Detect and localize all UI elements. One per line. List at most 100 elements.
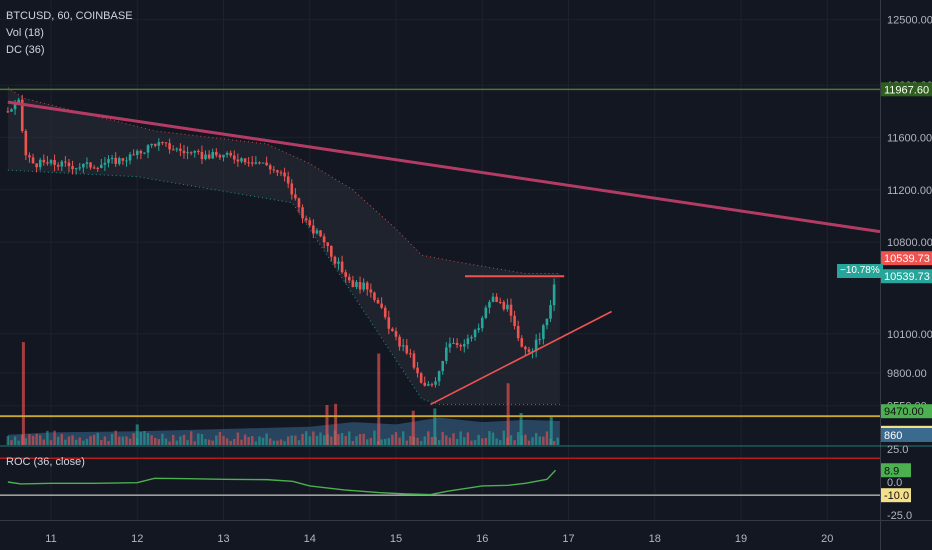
candle-body: [383, 307, 387, 318]
volume-bar: [128, 438, 132, 445]
volume-bar: [545, 431, 549, 445]
volume-spike-bar: [519, 413, 523, 445]
candle-body: [85, 162, 89, 164]
candle-body: [110, 157, 114, 160]
candle-body: [473, 329, 477, 338]
price-axis-tick: 9800.00: [887, 368, 927, 380]
candle-body: [17, 99, 20, 104]
candle-body: [488, 301, 491, 308]
candle-body: [380, 303, 383, 308]
volume-bar: [516, 432, 520, 445]
volume-bar: [488, 431, 491, 445]
candle-body: [135, 150, 139, 155]
volume-bar: [538, 436, 541, 445]
volume-bar: [384, 438, 387, 445]
volume-bar: [258, 436, 261, 445]
candle-body: [330, 245, 333, 257]
donchian-indicator-label[interactable]: DC (36): [6, 44, 45, 56]
candle-body: [67, 162, 71, 167]
price-axis-tick: 11600.00: [887, 132, 932, 144]
volume-bar: [484, 437, 488, 445]
volume-indicator-label[interactable]: Vol (18): [6, 27, 44, 39]
candle-body: [394, 331, 398, 337]
volume-spike-bar: [325, 405, 329, 445]
candle-body: [189, 152, 193, 154]
candle-body: [247, 162, 250, 164]
volume-bar: [448, 437, 452, 445]
candle-body: [430, 384, 434, 386]
time-axis-tick: 11: [45, 533, 56, 545]
candle-body: [265, 162, 268, 166]
candle-body: [157, 142, 161, 146]
candle-body: [344, 272, 347, 277]
volume-bar: [215, 435, 218, 445]
volume-bar: [60, 433, 63, 445]
price-tag-bg: [881, 428, 932, 442]
candle-body: [139, 150, 143, 154]
roc-indicator-label[interactable]: ROC (36, close): [6, 456, 85, 468]
volume-bar: [373, 430, 376, 445]
volume-bar: [132, 433, 135, 445]
volume-bar: [283, 441, 286, 445]
candle-body: [46, 162, 49, 164]
candle-body: [437, 371, 441, 382]
candle-body: [290, 183, 294, 195]
volume-bar: [391, 434, 394, 445]
volume-bar: [110, 433, 114, 445]
volume-bar: [261, 437, 265, 445]
volume-bar: [114, 430, 117, 445]
candle-body: [132, 154, 135, 156]
price-tag-label: 9470.00: [884, 406, 924, 418]
candle-body: [333, 256, 337, 264]
candle-body: [391, 328, 394, 332]
volume-bar: [534, 432, 538, 445]
volume-bar: [452, 433, 455, 445]
volume-bar: [175, 440, 178, 445]
candle-body: [175, 148, 179, 150]
candle-body: [197, 151, 200, 153]
volume-bar: [470, 440, 473, 445]
candle-body: [527, 349, 531, 352]
volume-bar: [251, 436, 254, 445]
candle-body: [243, 158, 247, 163]
candle-body: [200, 151, 204, 160]
candle-body: [13, 103, 17, 110]
volume-bar: [276, 440, 279, 445]
candle-body: [337, 261, 340, 264]
symbol-label[interactable]: BTCUSD, 60, COINBASE: [6, 10, 133, 22]
volume-bar: [355, 436, 358, 445]
volume-bar: [304, 431, 308, 445]
candle-body: [128, 154, 132, 161]
candle-body: [304, 218, 308, 221]
change-percent-tag: −10.78%: [837, 264, 883, 278]
volume-bar: [337, 434, 340, 445]
volume-bar: [46, 430, 49, 445]
candle-body: [161, 142, 164, 144]
candle-body: [524, 346, 527, 350]
candle-body: [179, 148, 182, 151]
candle-body: [513, 315, 516, 326]
candle-body: [315, 230, 319, 234]
candle-body: [218, 155, 222, 158]
candle-body: [294, 194, 297, 199]
time-axis-tick: 12: [131, 533, 143, 545]
volume-bar: [103, 436, 107, 445]
volume-bar: [542, 436, 545, 445]
candle-body: [31, 157, 35, 164]
candle-body: [82, 163, 85, 168]
volume-bar: [463, 437, 466, 445]
volume-bar: [362, 433, 365, 445]
candle-body: [74, 168, 78, 170]
volume-bar: [513, 440, 516, 445]
candle-body: [466, 338, 470, 345]
donchian-upper-band: [7, 87, 560, 275]
candle-body: [516, 325, 520, 339]
volume-bar: [6, 435, 10, 445]
candle-body: [502, 301, 506, 310]
volume-bar: [427, 431, 430, 445]
volume-bar: [319, 432, 322, 445]
candle-body: [470, 337, 473, 339]
candle-body: [78, 167, 82, 169]
volume-bar: [164, 438, 168, 445]
candle-body: [427, 384, 430, 386]
